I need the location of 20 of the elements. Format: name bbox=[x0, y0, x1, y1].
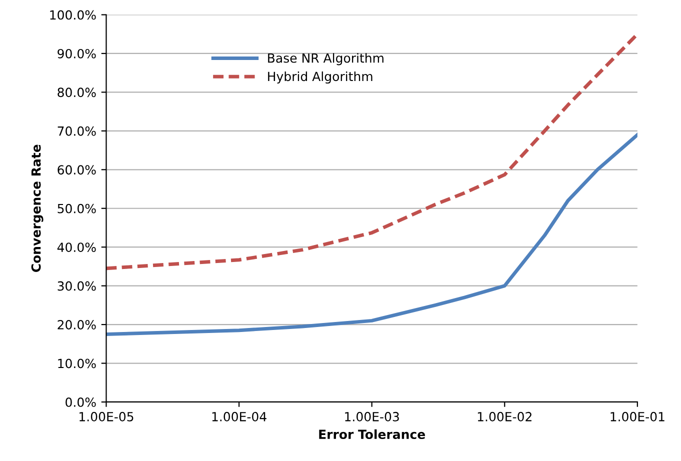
y-tick-label: 100.0% bbox=[50, 10, 96, 20]
y-tick-label: 0.0% bbox=[66, 397, 96, 407]
y-tick-label: 80.0% bbox=[58, 88, 96, 98]
legend-label: Hybrid Algorithm bbox=[268, 71, 372, 84]
y-tick-label: 30.0% bbox=[58, 281, 96, 291]
x-axis-title: Error Tolerance bbox=[319, 429, 426, 440]
y-tick-label: 50.0% bbox=[58, 204, 96, 214]
y-tick-label: 60.0% bbox=[58, 165, 96, 175]
y-tick-label: 10.0% bbox=[58, 358, 96, 368]
x-tick-label: 1.00E-05 bbox=[80, 412, 134, 422]
y-tick-label: 90.0% bbox=[58, 48, 96, 58]
y-axis-title: Convergence Rate bbox=[31, 144, 44, 272]
y-tick-label: 40.0% bbox=[57, 242, 96, 252]
y-tick-label: 70.0% bbox=[58, 126, 96, 136]
x-tick-label: 1.00E-02 bbox=[478, 412, 532, 422]
y-tick-label: 20.0% bbox=[58, 320, 96, 330]
legend-label: Base NR Algorithm bbox=[268, 53, 384, 66]
x-tick-label: 1.00E-03 bbox=[345, 412, 399, 422]
x-tick-label: 1.00E-01 bbox=[610, 412, 664, 422]
x-tick-label: 1.00E-04 bbox=[212, 412, 266, 422]
